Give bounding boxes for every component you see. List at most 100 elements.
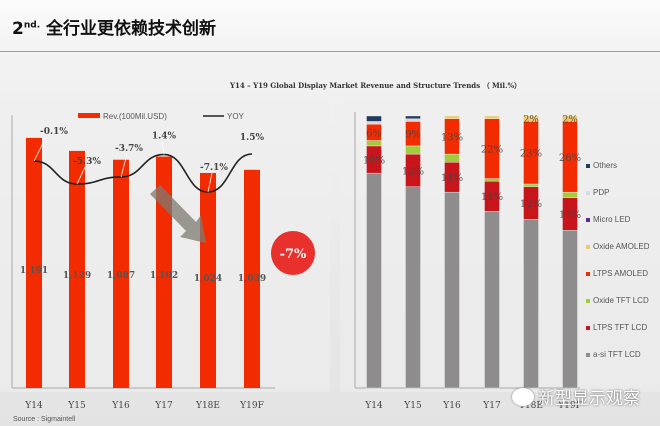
x-tick-label: Y19F [239, 401, 264, 411]
legend-swatch [586, 164, 590, 168]
legend-swatch-revenue [78, 113, 100, 118]
stack-segment [523, 219, 539, 389]
legend-swatch [586, 299, 590, 303]
revenue-label: 1,087 [107, 271, 135, 281]
title-suffix: nd. [23, 20, 41, 31]
yoy-label: -5.3% [73, 157, 101, 167]
segment-label: 9% [405, 130, 421, 141]
x-tick-label: Y16 [442, 401, 461, 411]
stack-segment [562, 115, 578, 122]
stack-segment [366, 121, 382, 125]
watermark-text: 新型显示观察 [538, 389, 640, 408]
stack-segment [366, 115, 382, 122]
x-tick-label: Y15 [67, 401, 86, 411]
segment-label: 11% [441, 173, 463, 184]
legend-label: PDP [593, 188, 609, 197]
revenue-bar [244, 169, 260, 388]
legend-swatch [586, 245, 590, 249]
stack-segment [405, 186, 421, 389]
legend-label: LTPS AMOLED [593, 269, 648, 278]
legend-label-revenue: Rev.(100Mil.USD) [103, 112, 167, 121]
leader-line [33, 136, 47, 162]
x-tick-label: Y17 [482, 401, 501, 411]
callout-circle [271, 231, 315, 275]
stack-segment [562, 230, 578, 389]
revenue-bar [200, 172, 216, 388]
leader-line [120, 153, 128, 178]
legend-label: Others [593, 161, 617, 170]
segment-label: 22% [481, 145, 503, 156]
revenue-bar [26, 137, 42, 388]
segment-label: 2% [523, 115, 539, 126]
x-tick-label: Y19F [557, 401, 582, 411]
segment-label: 12% [520, 199, 542, 210]
stack-segment [484, 210, 500, 389]
legend-label: Oxide TFT LCD [593, 296, 649, 305]
legend-swatch [586, 191, 590, 195]
segment-label: 26% [559, 153, 581, 164]
revenue-bar [69, 150, 85, 388]
revenue-bar [156, 156, 172, 388]
page-title: 2nd. 全行业更依赖技术创新 [12, 14, 216, 39]
title-prefix: 2 [12, 19, 24, 39]
watermark: 新型显示观察 [512, 384, 640, 409]
divider [0, 51, 660, 52]
legend-swatch [586, 218, 590, 222]
stack-segment [405, 115, 421, 119]
legend-swatch [586, 272, 590, 276]
stack-segment [405, 145, 421, 155]
stack-segment [523, 183, 539, 187]
legend-label: Oxide AMOLED [593, 242, 650, 251]
x-tick-label: Y18E [518, 401, 543, 411]
revenue-label: 1,191 [20, 266, 48, 276]
revenue-label: 1,129 [63, 271, 91, 281]
legend-swatch [586, 353, 590, 357]
legend-label-yoy: YOY [227, 112, 245, 121]
revenue-label: 1,102 [150, 271, 178, 281]
revenue-label: 1,039 [238, 274, 266, 284]
wechat-icon [512, 387, 534, 406]
yoy-label: 1.4% [152, 131, 177, 141]
yoy-label: 1.5% [240, 133, 265, 143]
stack-segment [444, 191, 460, 389]
chart-title: Y14 – Y19 Global Display Market Revenue … [230, 81, 522, 90]
stack-segment [562, 191, 578, 198]
stack-segment [444, 153, 460, 163]
legend-label: Micro LED [593, 215, 631, 224]
segment-label: 10% [363, 156, 385, 167]
segment-label: 2% [562, 115, 578, 126]
segment-label: 11% [481, 192, 503, 203]
stack-segment [405, 118, 421, 122]
segment-label: 12% [559, 210, 581, 221]
segment-label: 6% [366, 128, 382, 139]
source-note: Source : Sigmaintell [13, 416, 76, 423]
stack-segment [366, 172, 382, 389]
leader-line [207, 172, 213, 193]
title-text: 全行业更依赖技术创新 [46, 19, 217, 39]
segment-label: 12% [402, 166, 424, 177]
revenue-label: 1,024 [194, 274, 222, 284]
yoy-line [33, 153, 253, 193]
yoy-label: -7.1% [200, 163, 228, 173]
x-tick-label: Y14 [24, 401, 43, 411]
x-tick-label: Y18E [195, 401, 220, 411]
yoy-label: -3.7% [115, 144, 143, 154]
stack-segment [366, 140, 382, 147]
stack-segment [523, 115, 539, 122]
x-tick-label: Y16 [111, 401, 130, 411]
callout-text: -7% [280, 247, 307, 262]
leader-line [161, 141, 165, 155]
leader-line [76, 166, 86, 185]
x-tick-label: Y17 [154, 401, 173, 411]
x-tick-label: Y15 [403, 401, 422, 411]
revenue-bar [113, 159, 129, 388]
segment-label: 23% [520, 149, 542, 160]
yoy-label: -0.1% [40, 127, 68, 137]
legend-swatch [586, 326, 590, 330]
right-panel [340, 100, 660, 392]
segment-label: 13% [441, 132, 463, 143]
stack-segment [444, 115, 460, 119]
stack-segment [484, 178, 500, 182]
legend-label: LTPS TFT LCD [593, 323, 647, 332]
